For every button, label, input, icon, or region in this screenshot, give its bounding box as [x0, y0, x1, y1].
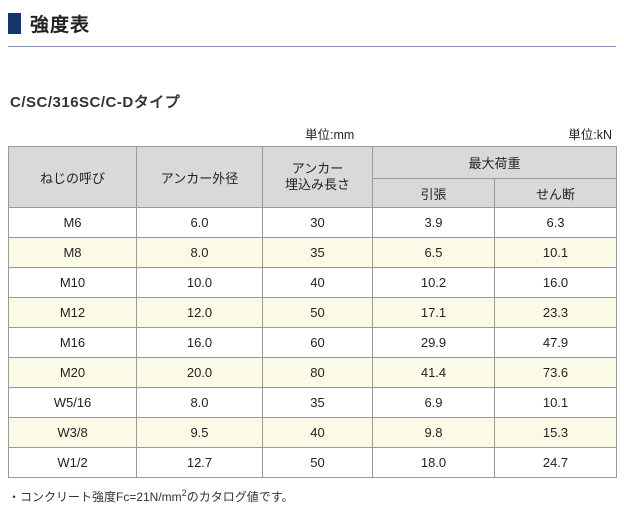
col-header-anchor-od: アンカー外径 [136, 146, 263, 208]
footnote-text-end: のカタログ値です。 [186, 490, 294, 504]
table-row-m16: M16 16.0 60 29.9 47.9 [8, 327, 618, 358]
cell-shear: 15.3 [493, 417, 618, 448]
footnote-text: ・コンクリート強度Fc=21N/mm [8, 490, 182, 504]
cell-thread-size: M20 [8, 357, 137, 388]
cell-embed-length: 50 [262, 447, 373, 478]
table-row-m20: M20 20.0 80 41.4 73.6 [8, 357, 618, 388]
cell-shear: 23.3 [493, 297, 618, 328]
cell-anchor-od: 10.0 [136, 267, 263, 298]
col-header-tension: 引張 [372, 178, 495, 208]
title-marker-icon [8, 13, 21, 34]
col-header-shear: せん断 [493, 178, 618, 208]
table-header-row-sub: 引張 せん断 [9, 178, 618, 208]
cell-thread-size: M6 [8, 207, 137, 238]
cell-embed-length: 40 [262, 417, 373, 448]
cell-embed-length: 30 [262, 207, 373, 238]
cell-thread-size: W3/8 [8, 417, 137, 448]
cell-embed-length: 80 [262, 357, 373, 388]
cell-anchor-od: 12.0 [136, 297, 263, 328]
unit-mm-label: 単位:mm [305, 128, 355, 142]
cell-shear: 73.6 [493, 357, 618, 388]
col-header-thread-size: ねじの呼び [8, 146, 137, 208]
cell-anchor-od: 20.0 [136, 357, 263, 388]
cell-tension: 29.9 [372, 327, 495, 358]
embed-length-line1: アンカー [291, 160, 344, 176]
cell-shear: 16.0 [493, 267, 618, 298]
cell-shear: 24.7 [493, 447, 618, 478]
table-row-m6: M6 6.0 30 3.9 6.3 [8, 207, 618, 238]
col-header-embed-length: アンカー 埋込み長さ [262, 146, 373, 208]
footnote: ・コンクリート強度Fc=21N/mm2のカタログ値です。 [8, 488, 616, 505]
table-body: M6 6.0 30 3.9 6.3 M8 8.0 35 6.5 10.1 M10… [8, 207, 618, 478]
cell-embed-length: 50 [262, 297, 373, 328]
unit-labels: 単位:mm 単位:kN [8, 124, 616, 142]
cell-tension: 17.1 [372, 297, 495, 328]
cell-thread-size: M12 [8, 297, 137, 328]
cell-embed-length: 35 [262, 387, 373, 418]
cell-thread-size: M10 [8, 267, 137, 298]
cell-tension: 6.9 [372, 387, 495, 418]
cell-tension: 9.8 [372, 417, 495, 448]
cell-anchor-od: 8.0 [136, 237, 263, 268]
cell-shear: 10.1 [493, 237, 618, 268]
cell-shear: 6.3 [493, 207, 618, 238]
table-header: ねじの呼び アンカー外径 アンカー 埋込み長さ 最大荷重 引張 せん断 [8, 146, 618, 208]
page-header: 強度表 [8, 10, 616, 47]
unit-kn-label: 単位:kN [568, 128, 612, 142]
strength-table: ねじの呼び アンカー外径 アンカー 埋込み長さ 最大荷重 引張 せん断 M6 6… [8, 146, 618, 478]
section-title: C/SC/316SC/C-Dタイプ [10, 94, 181, 111]
cell-anchor-od: 12.7 [136, 447, 263, 478]
table-row-m10: M10 10.0 40 10.2 16.0 [8, 267, 618, 298]
cell-shear: 47.9 [493, 327, 618, 358]
cell-thread-size: W1/2 [8, 447, 137, 478]
col-header-max-load: 最大荷重 [371, 146, 618, 179]
cell-anchor-od: 9.5 [136, 417, 263, 448]
cell-tension: 10.2 [372, 267, 495, 298]
cell-thread-size: M16 [8, 327, 137, 358]
table-row-w12: W1/2 12.7 50 18.0 24.7 [8, 447, 618, 478]
table-row-w38: W3/8 9.5 40 9.8 15.3 [8, 417, 618, 448]
embed-length-line2: 埋込み長さ [284, 177, 350, 192]
page-title: 強度表 [30, 15, 91, 36]
cell-anchor-od: 8.0 [136, 387, 263, 418]
cell-thread-size: M8 [8, 237, 137, 268]
cell-embed-length: 40 [262, 267, 373, 298]
cell-anchor-od: 16.0 [136, 327, 263, 358]
cell-thread-size: W5/16 [8, 387, 137, 418]
table-row-m12: M12 12.0 50 17.1 23.3 [8, 297, 618, 328]
cell-tension: 6.5 [372, 237, 495, 268]
cell-tension: 3.9 [372, 207, 495, 238]
cell-shear: 10.1 [493, 387, 618, 418]
table-header-row-top: ねじの呼び アンカー外径 アンカー 埋込み長さ 最大荷重 [8, 146, 618, 208]
footnote-superscript: 2 [181, 488, 187, 498]
table-row-w516: W5/16 8.0 35 6.9 10.1 [8, 387, 618, 418]
cell-embed-length: 60 [262, 327, 373, 358]
cell-tension: 18.0 [372, 447, 495, 478]
table-row-m8: M8 8.0 35 6.5 10.1 [8, 237, 618, 268]
cell-tension: 41.4 [372, 357, 495, 388]
cell-embed-length: 35 [262, 237, 373, 268]
cell-anchor-od: 6.0 [136, 207, 263, 238]
